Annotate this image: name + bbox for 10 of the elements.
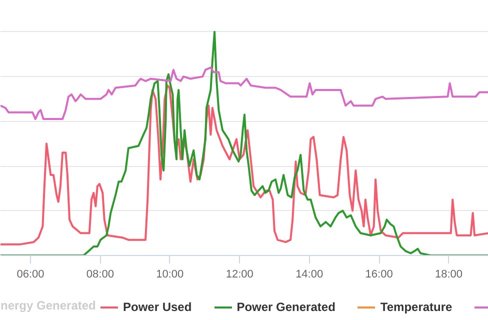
legend-label: Power Used bbox=[123, 300, 192, 314]
x-tick-label: 18:00 bbox=[435, 268, 463, 280]
x-tick-label: 06:00 bbox=[16, 268, 44, 280]
x-tick-label: 16:00 bbox=[365, 268, 393, 280]
x-tick-label: 12:00 bbox=[226, 268, 254, 280]
legend-label: Temperature bbox=[380, 300, 452, 314]
x-tick-label: 08:00 bbox=[86, 268, 114, 280]
x-tick-label: 10:00 bbox=[156, 268, 184, 280]
legend-label: Power Generated bbox=[236, 300, 336, 314]
x-tick-label: 14:00 bbox=[296, 268, 324, 280]
